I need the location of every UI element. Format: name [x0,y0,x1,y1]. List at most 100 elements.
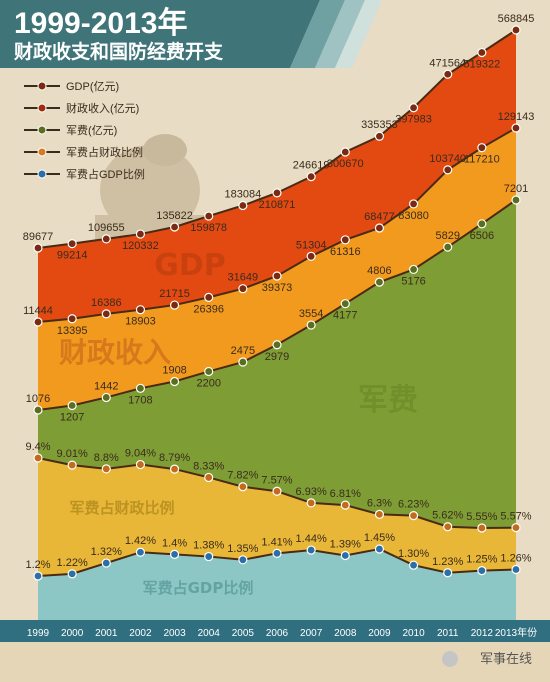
data-label: 1076 [26,393,50,405]
data-label: 4177 [333,310,357,322]
data-label: 159878 [190,222,227,234]
data-point [477,219,487,229]
data-point [101,558,111,568]
data-label: 51304 [296,239,327,251]
data-label: 1.25% [466,554,497,566]
data-point [169,464,180,474]
data-point [204,292,214,302]
data-point [340,235,350,245]
data-label: 16386 [91,297,122,309]
x-tick-label: 2000 [61,628,84,639]
data-label: 103740 [429,153,466,165]
data-label: 1.44% [296,533,327,545]
data-label: 61316 [330,246,361,258]
x-tick-label: 2007 [300,628,323,639]
bottom-decoration: 军事在线 [0,642,550,682]
data-point [101,309,111,319]
x-tick-label: 2006 [266,628,289,639]
area-label-4: 军费占财政比例 [69,499,174,517]
legend-label: 军费占GDP比例 [66,167,145,181]
data-point [33,405,43,415]
data-point [238,555,248,565]
data-label: 300670 [327,158,364,170]
data-label: 18903 [125,316,156,328]
data-label: 9.04% [125,448,156,460]
series-points [33,25,521,581]
x-tick-label: 1999 [27,628,50,639]
data-point [238,284,248,294]
data-label: 471564 [429,57,466,69]
data-point [511,523,521,533]
data-label: 7.57% [261,474,292,486]
x-tick-label: 2004 [198,628,221,639]
data-point [374,509,385,519]
data-point [272,486,282,496]
data-point [101,392,111,403]
data-label: 1708 [128,394,152,406]
data-label: 397983 [395,114,432,126]
data-label: 99214 [57,250,88,262]
data-point [306,171,316,182]
data-label: 6.3% [367,497,392,509]
data-point [443,522,453,532]
data-point [33,571,43,581]
data-label: 1.35% [227,543,258,555]
data-point [340,500,350,510]
data-label: 68477 [364,211,395,223]
data-label: 183084 [224,189,261,201]
data-point [477,565,487,576]
data-point [511,123,521,133]
data-label: 3554 [299,308,323,320]
data-label: 210871 [259,199,296,211]
data-point [204,472,214,483]
data-point [443,165,453,175]
data-point [135,305,146,315]
data-point [204,211,214,221]
data-point [443,69,453,79]
data-point [408,511,419,521]
data-point [238,357,248,367]
data-label: 5829 [435,230,459,242]
data-label: 1.23% [432,556,463,568]
data-label: 246619 [293,160,330,172]
area-label-2: 财政收入 [59,336,171,369]
legend-label: 财政收入(亿元) [66,101,139,115]
legend-label: GDP(亿元) [66,80,119,93]
data-point [67,239,77,249]
data-point [169,549,180,560]
data-label: 335353 [361,119,398,131]
data-point [272,271,282,281]
data-label: 1.2% [25,559,50,571]
legend-marker [37,169,47,179]
data-point [374,277,385,287]
data-label: 1908 [162,364,186,376]
data-label: 4806 [367,265,391,277]
x-tick-label: 2013年份 [495,626,537,639]
data-point [238,200,248,211]
data-point [238,482,248,492]
x-tick-label: 2012 [471,628,494,639]
data-label: 1207 [60,412,84,424]
legend-label: 军费占财政比例 [66,145,143,159]
data-point [306,251,316,261]
data-label: 117210 [464,154,500,166]
data-point [306,498,316,508]
data-point [33,453,43,463]
data-point [135,459,146,470]
header: 1999-2013年 财政收支和国防经费开支 [0,0,382,68]
x-tick-label: 2011 [437,628,459,639]
data-point [135,383,146,393]
data-point [272,188,282,198]
data-point [340,550,350,561]
data-label: 39373 [262,282,293,294]
data-point [408,560,419,570]
data-label: 2475 [231,345,255,357]
area-label-5: 军费占GDP比例 [143,579,254,597]
data-label: 1.32% [91,546,122,558]
legend-marker [37,125,47,135]
data-label: 9.4% [25,441,50,453]
data-point [169,222,180,232]
data-point [101,234,111,244]
